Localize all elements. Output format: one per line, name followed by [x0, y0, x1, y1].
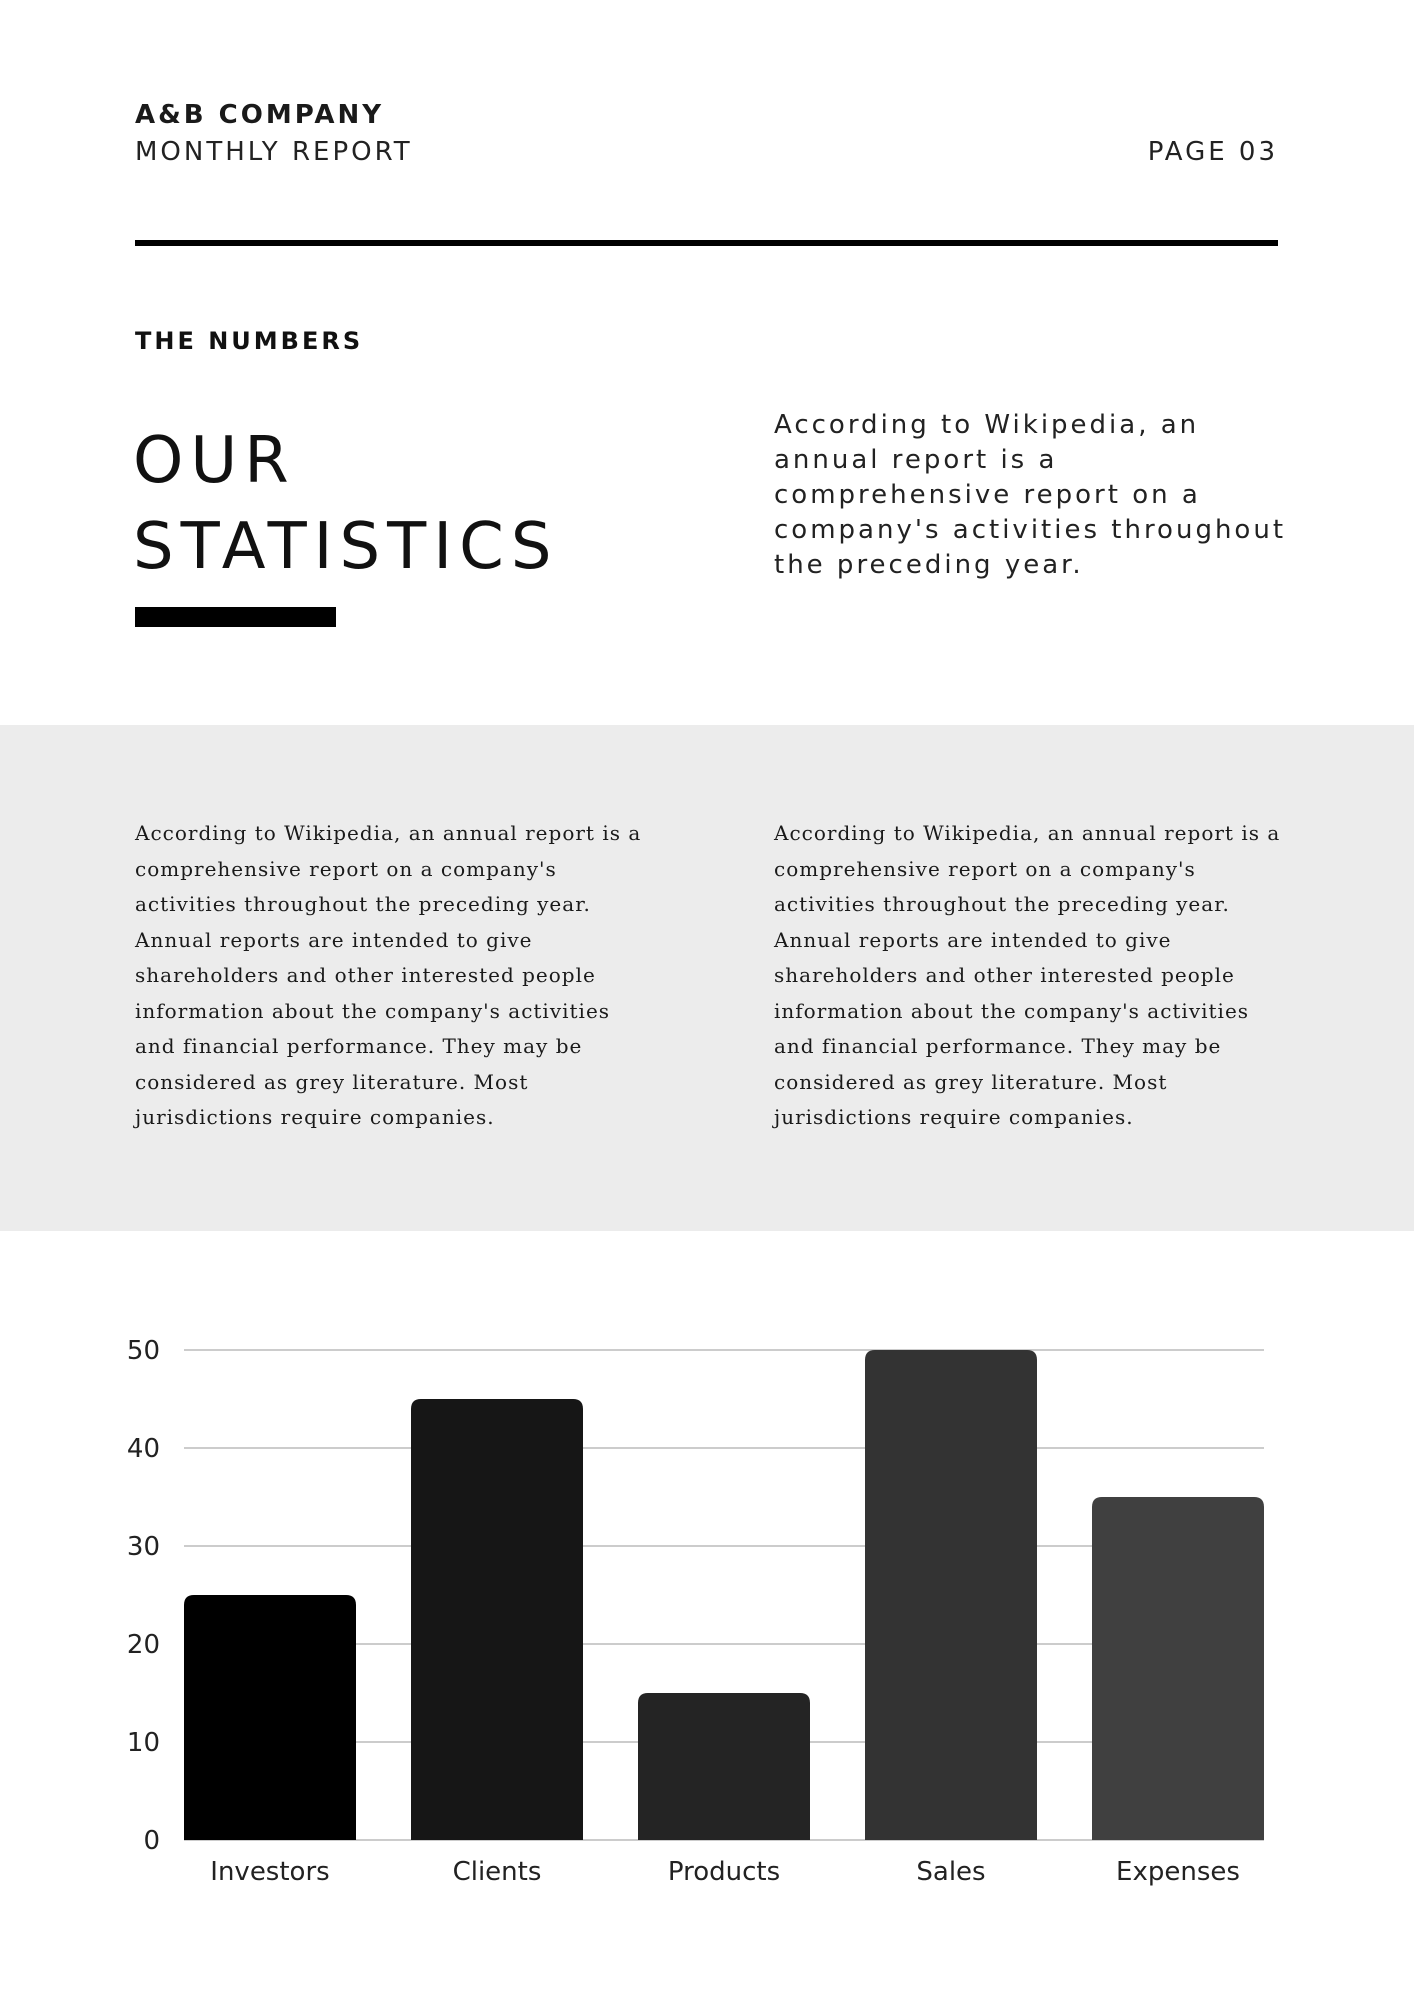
page-title: OUR STATISTICS [133, 418, 558, 590]
chart-y-axis: 0 10 20 30 40 50 [127, 1336, 160, 1856]
body-column-right: According to Wikipedia, an annual report… [774, 821, 1281, 1129]
y-tick-label: 20 [127, 1630, 160, 1660]
page-number: PAGE 03 [1147, 137, 1278, 167]
bar-chart: 0 10 20 30 40 50 Investors Clients Products Sale… [127, 1336, 1264, 1887]
bar-expenses [1092, 1497, 1264, 1840]
bar-products [638, 1693, 810, 1840]
header-divider [135, 240, 1278, 246]
bar-clients [411, 1399, 583, 1840]
text-band [0, 725, 1414, 1231]
x-tick-label: Clients [453, 1857, 542, 1887]
company-name: A&B COMPANY [135, 100, 385, 130]
title-underline-bar [135, 607, 336, 627]
y-tick-label: 0 [143, 1826, 160, 1856]
y-tick-label: 50 [127, 1336, 160, 1366]
x-tick-label: Investors [210, 1857, 329, 1887]
y-tick-label: 30 [127, 1532, 160, 1562]
chart-x-axis: Investors Clients Products Sales Expenses [210, 1857, 1240, 1887]
chart-bars [184, 1350, 1264, 1840]
bar-investors [184, 1595, 356, 1840]
body-column-left: According to Wikipedia, an annual report… [135, 821, 642, 1129]
x-tick-label: Expenses [1116, 1857, 1240, 1887]
page-title-line-2: STATISTICS [133, 510, 559, 584]
intro-paragraph: According to Wikipedia, an annual report… [774, 410, 1287, 580]
report-title: MONTHLY REPORT [135, 137, 413, 167]
section-label: THE NUMBERS [135, 327, 364, 355]
y-tick-label: 40 [127, 1434, 160, 1464]
page-title-line-1: OUR [133, 424, 296, 498]
bar-sales [865, 1350, 1037, 1840]
x-tick-label: Products [668, 1857, 780, 1887]
y-tick-label: 10 [127, 1728, 160, 1758]
x-tick-label: Sales [916, 1857, 985, 1887]
